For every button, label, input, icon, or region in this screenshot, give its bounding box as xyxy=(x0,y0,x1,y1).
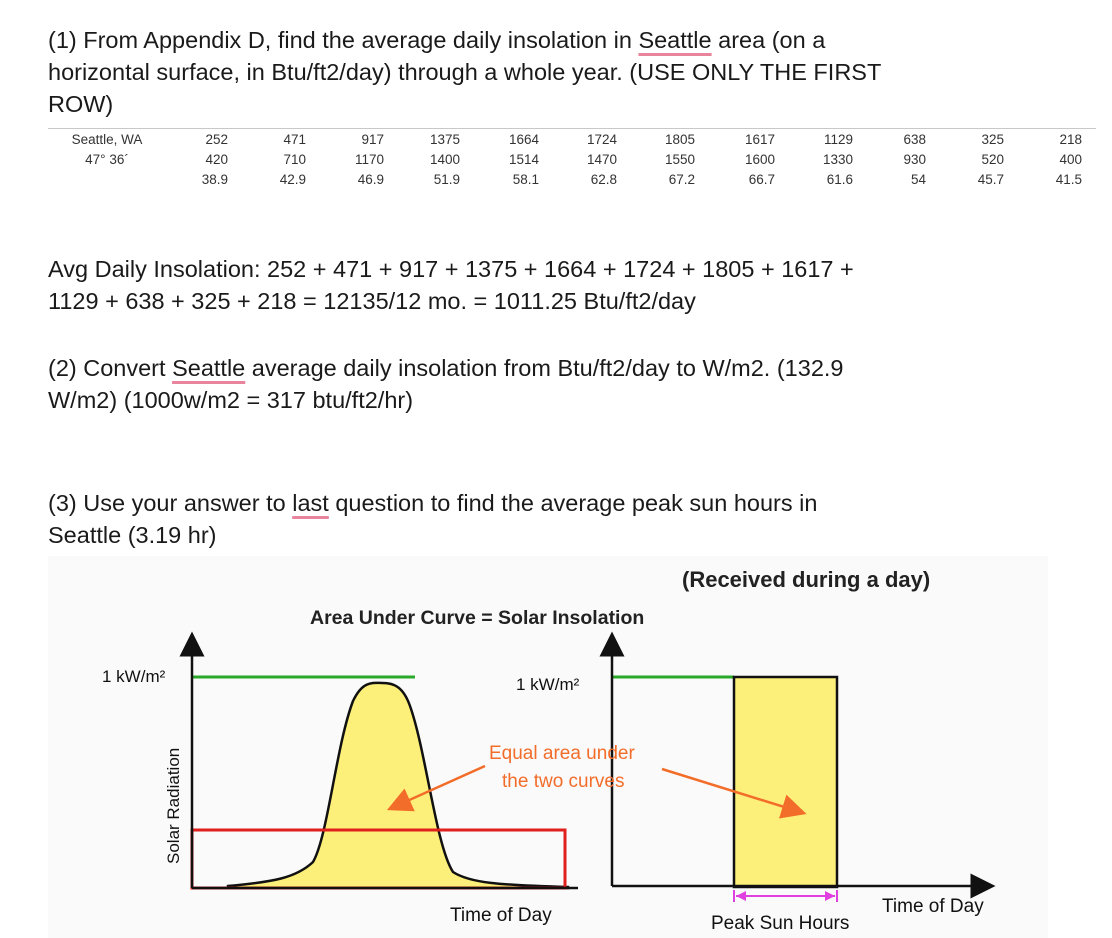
table-row: 38.9 42.9 46.9 51.9 58.1 62.8 67.2 66.7 … xyxy=(48,169,1082,189)
peak-sun-hours-label: Peak Sun Hours xyxy=(711,913,849,934)
arrow-to-rectangle xyxy=(661,767,807,819)
table-cell: 1600 xyxy=(744,151,775,167)
received-label: (Received during a day) xyxy=(682,567,930,592)
table-cell: 46.9 xyxy=(357,171,384,187)
table-cell: 54 xyxy=(910,171,926,187)
equal-area-label-2: the two curves xyxy=(502,771,625,792)
peak-sun-hours-figure: (Received during a day) Area Under Curve… xyxy=(48,556,1048,938)
question-3: (3) Use your answer to last question to … xyxy=(48,487,1048,551)
q2-text: (2) Convert xyxy=(48,355,173,381)
equal-area-label-1: Equal area under xyxy=(489,743,635,764)
table-cell: 218 xyxy=(1059,131,1082,147)
table-cell: 252 xyxy=(205,131,228,147)
last-spellcheck-word: last xyxy=(292,490,329,516)
table-cell: 400 xyxy=(1059,151,1082,167)
table-cell: 38.9 xyxy=(201,171,228,187)
left-x-axis-label: Time of Day xyxy=(450,905,552,926)
table-cell: 930 xyxy=(903,151,926,167)
arrow-to-curve xyxy=(386,764,486,812)
right-kw-label: 1 kW/m² xyxy=(516,675,580,694)
answer-1-line1: Avg Daily Insolation: 252 + 471 + 917 + … xyxy=(48,256,854,282)
table-cell: 51.9 xyxy=(433,171,460,187)
q3-line2: Seattle (3.19 hr) xyxy=(48,522,217,548)
q1-line3: ROW) xyxy=(48,91,114,117)
table-cell: 1375 xyxy=(429,131,460,147)
q1-text-end: area (on a xyxy=(711,27,826,53)
seattle-spellcheck-word: Seattle xyxy=(638,27,712,53)
question-1: (1) From Appendix D, find the average da… xyxy=(48,24,1048,120)
table-cell: 638 xyxy=(903,131,926,147)
table-cell: 1170 xyxy=(354,151,384,167)
right-x-axis-label: Time of Day xyxy=(882,896,984,917)
table-cell: 1470 xyxy=(586,151,617,167)
table-cell: 471 xyxy=(283,131,306,147)
table-cell: 1400 xyxy=(429,151,460,167)
table-cell: 67.2 xyxy=(668,171,695,187)
table-cell: 1664 xyxy=(508,131,539,147)
y-axis-label: Solar Radiation xyxy=(164,748,183,864)
table-cell: 420 xyxy=(205,151,228,167)
table-cell: 325 xyxy=(981,131,1004,147)
insolation-table: Seattle, WA 252 471 917 1375 1664 1724 1… xyxy=(48,128,1096,189)
q2-line2: W/m2) (1000w/m2 = 317 btu/ft2/hr) xyxy=(48,387,414,413)
q3-text-end: question to find the average peak sun ho… xyxy=(328,490,818,516)
table-cell: 1330 xyxy=(822,151,853,167)
table-cell: 1550 xyxy=(664,151,695,167)
table-cell: 710 xyxy=(283,151,306,167)
question-2: (2) Convert Seattle average daily insola… xyxy=(48,352,1048,416)
table-cell: 1129 xyxy=(823,131,853,147)
table-cell: 62.8 xyxy=(590,171,617,187)
location-name: Seattle, WA xyxy=(71,131,143,147)
table-cell: 520 xyxy=(981,151,1004,167)
answer-1-line2: 1129 + 638 + 325 + 218 = 12135/12 mo. = … xyxy=(48,288,696,314)
table-cell: 41.5 xyxy=(1055,171,1082,187)
location-latitude: 47° 36´ xyxy=(85,151,129,167)
q2-text-end: average daily insolation from Btu/ft2/da… xyxy=(245,355,844,381)
figure-title: Area Under Curve = Solar Insolation xyxy=(310,607,644,629)
q1-text: (1) From Appendix D, find the average da… xyxy=(48,27,639,53)
peak-sun-rectangle xyxy=(732,675,839,889)
table-cell: 1514 xyxy=(508,151,539,167)
table-cell: 58.1 xyxy=(512,171,539,187)
q1-line2: horizontal surface, in Btu/ft2/day) thro… xyxy=(48,59,882,85)
table-cell: 61.6 xyxy=(826,171,853,187)
table-cell: 917 xyxy=(361,131,384,147)
table-cell: 1805 xyxy=(664,131,695,147)
bell-curve xyxy=(226,681,570,890)
table-cell: 66.7 xyxy=(748,171,775,187)
table-cell: 1724 xyxy=(586,131,617,147)
left-kw-label: 1 kW/m² xyxy=(102,667,166,686)
table-row: 47° 36´ 420 710 1170 1400 1514 1470 1550… xyxy=(48,149,1082,169)
table-cell: 1617 xyxy=(744,131,775,147)
table-cell: 42.9 xyxy=(279,171,306,187)
table-row: Seattle, WA 252 471 917 1375 1664 1724 1… xyxy=(48,129,1082,149)
q3-text: (3) Use your answer to xyxy=(48,490,293,516)
answer-1: Avg Daily Insolation: 252 + 471 + 917 + … xyxy=(48,253,1048,317)
seattle-spellcheck-word: Seattle xyxy=(172,355,246,381)
table-cell: 45.7 xyxy=(977,171,1004,187)
